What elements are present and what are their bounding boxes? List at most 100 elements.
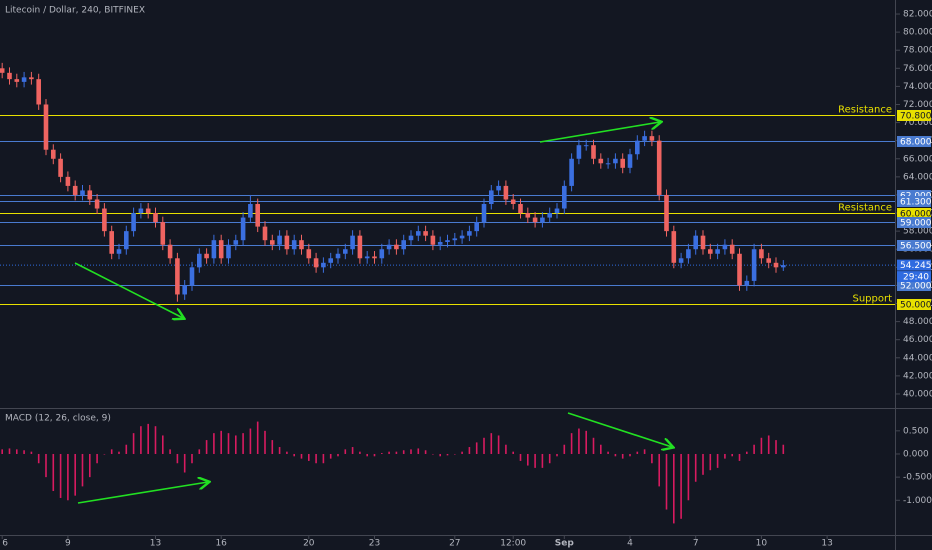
candle-body [204,253,209,259]
histogram-bar [585,430,588,454]
histogram-bar [59,453,62,498]
histogram-bar [417,448,420,454]
arrow [539,122,660,143]
histogram-bar [563,444,566,454]
candle-body [576,145,582,159]
histogram-bar [607,451,609,454]
histogram-bar [191,453,193,464]
histogram-bar [315,453,317,464]
histogram-bar [600,444,602,454]
histogram-bar [395,451,398,454]
histogram-bar [67,453,69,501]
candle-body [737,253,742,286]
y-tick-label: 46.000 [903,335,932,345]
y-tick-label: 42.000 [903,371,932,381]
histogram-bar [673,453,675,524]
price-tag [897,259,931,271]
histogram-bar [782,444,785,454]
histogram-bar [592,437,595,454]
candle-body [248,204,253,218]
histogram-bar [271,440,274,454]
y-tick-label: 70.000 [903,118,932,128]
candle-body [686,249,691,259]
candle-body [394,244,399,250]
histogram-bar [1,449,3,454]
candle-body [591,145,596,159]
y-tick-label: -1.000 [903,496,932,506]
candle-body [80,190,85,195]
candle-body [583,145,589,147]
arrow [567,412,672,447]
histogram-bar [578,428,580,454]
candle-body [306,249,312,259]
histogram-bar [738,453,741,461]
x-tick-label: 13 [150,539,161,549]
histogram-bar [300,453,303,459]
level-annotation: Resistance [838,105,892,116]
histogram-bar [140,426,142,454]
price-tag-label: 70.800 [900,112,932,122]
histogram-bar [88,453,91,478]
candle-body [29,77,34,80]
histogram-bar [293,453,295,457]
candle-body [7,72,12,80]
price-tag-label: 59.000 [900,219,932,229]
histogram-bar [30,451,33,454]
histogram-bar [125,444,128,454]
histogram-bar [446,453,449,456]
histogram-bar [205,440,208,454]
candle-body [175,258,180,295]
candle-body [313,258,319,268]
candle-body [102,208,107,232]
histogram-bar [475,442,478,454]
candle-body [547,213,553,218]
candle-body [262,226,268,241]
candle-body [554,208,560,214]
candle-body [540,217,545,223]
x-tick-label: Sep [555,539,575,549]
histogram-bar [497,435,500,454]
candle-body [474,222,480,232]
price-tag-label: 54.245 [900,261,932,271]
x-tick-label: 27 [449,539,460,549]
x-tick-label: 9 [65,539,71,549]
histogram-bar [658,453,661,487]
candle-body [459,235,465,239]
histogram-bar [665,453,668,510]
x-tick-label: 7 [693,539,699,549]
candle-body [182,285,187,295]
histogram-bar [37,453,40,464]
histogram-bar [694,453,697,482]
candle-body [321,262,326,268]
histogram-bar [570,433,573,454]
candle-body [299,240,304,250]
candle-body [87,190,93,200]
candle-body [467,231,472,236]
candle-body [751,249,757,281]
histogram-bar [687,453,690,501]
histogram-bar [731,453,734,457]
candle-body [635,140,640,155]
candle-body [123,231,129,250]
candle-body [284,235,290,250]
price-tag [897,280,931,291]
candle-body [562,185,567,209]
histogram-bar [753,444,755,454]
price-tag [897,217,931,228]
histogram-bar [541,453,544,468]
histogram-bar [490,433,493,454]
histogram-bar [213,433,215,454]
histogram-bar [512,451,515,454]
histogram-bar [234,435,237,454]
candle-body [401,240,406,250]
macd-title: MACD (12, 26, close, 9) [5,414,111,424]
histogram-bar [380,453,383,454]
y-tick-label: 0.500 [903,426,929,436]
histogram-bar [52,453,55,492]
price-tag [897,208,931,219]
histogram-bar [483,437,485,454]
histogram-bar [15,449,18,454]
histogram-bar [373,453,376,457]
candle-body [72,185,78,195]
